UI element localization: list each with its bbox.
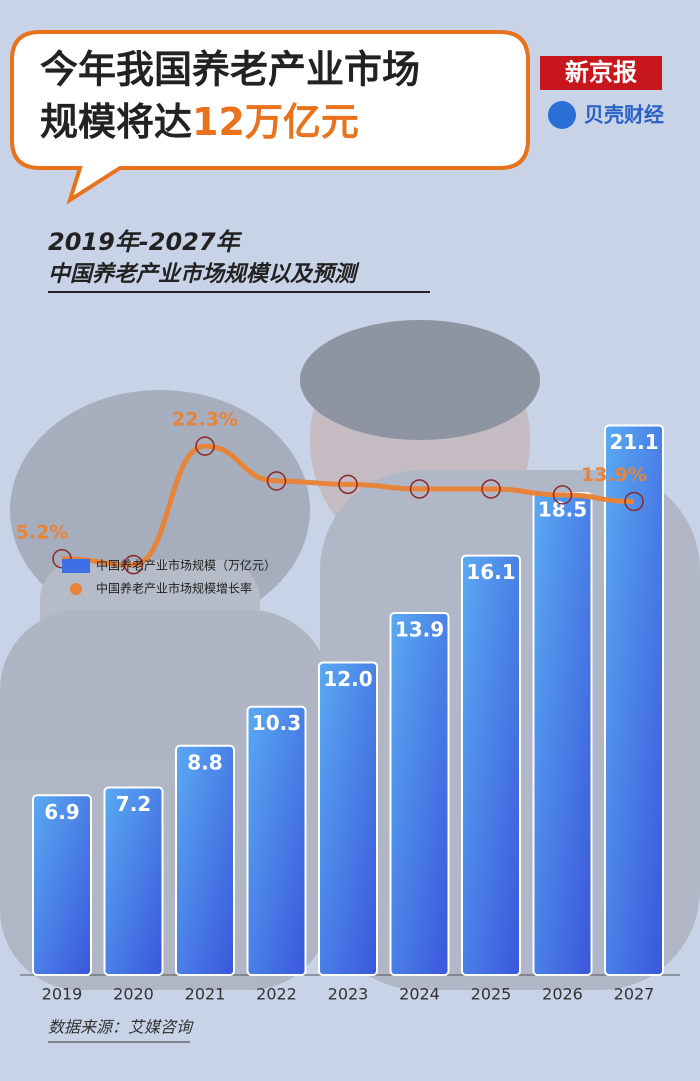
bar: [532, 492, 593, 976]
logo: 贝壳财经: [584, 103, 664, 127]
legend-label: 中国养老产业市场规模（万亿元）: [96, 558, 276, 573]
bar: [389, 611, 450, 977]
legend-swatch: [62, 559, 90, 573]
point: [123, 554, 144, 575]
data-label: 22.3%: [172, 409, 238, 431]
point: [266, 471, 287, 491]
data-label: 18.5: [538, 498, 587, 522]
bar: [103, 786, 164, 976]
line: [61, 443, 635, 568]
bar: [246, 705, 307, 976]
x-tick-label: 2023: [328, 985, 369, 1004]
title: 规模将达12万亿元: [40, 100, 359, 144]
source: 数据来源：艾媒咨询: [48, 1018, 194, 1037]
bar: [461, 554, 521, 976]
title-highlight: 12万亿元: [192, 100, 359, 144]
x-tick-label: 2021: [185, 985, 226, 1004]
data-label: 6.9: [44, 800, 79, 824]
data-label: 10.3: [252, 711, 301, 735]
data-label: 5.2%: [16, 521, 69, 543]
x-tick-label: 2025: [471, 985, 512, 1004]
data-label: 8.8: [187, 750, 222, 774]
data-label: 13.9: [395, 617, 444, 641]
point: [195, 436, 215, 456]
bar: [175, 744, 235, 976]
data-label: 12.0: [323, 667, 372, 691]
point: [552, 485, 573, 505]
data-label: 21.1: [609, 430, 658, 454]
title-bubble: [10, 30, 530, 205]
x-tick-label: 2020: [113, 985, 154, 1004]
title: 今年我国养老产业市场: [40, 48, 420, 92]
x-tick-label: 2019: [42, 985, 83, 1004]
legend-swatch: [70, 583, 82, 595]
point: [338, 474, 358, 495]
x-tick-label: 2022: [256, 985, 297, 1004]
x-tick-label: 2024: [399, 985, 440, 1004]
bar: [318, 661, 378, 976]
point: [409, 479, 430, 499]
x-tick-label: 2026: [542, 985, 583, 1004]
point: [481, 479, 501, 499]
subtitle: 2019年-2027年: [48, 228, 243, 256]
point: [624, 491, 644, 512]
data-label: 16.1: [466, 560, 515, 584]
logo-icon: [548, 101, 576, 129]
legend-label: 中国养老产业市场规模增长率: [96, 581, 252, 596]
bar: [32, 794, 92, 977]
data-label: 7.2: [116, 792, 151, 816]
subtitle: 中国养老产业市场规模以及预测: [48, 261, 360, 287]
data-label: 13.9%: [581, 464, 647, 486]
logo-box: [540, 56, 662, 90]
x-tick-label: 2027: [614, 985, 655, 1004]
bar: [604, 424, 664, 976]
logo: 新京报: [565, 58, 637, 87]
title-part: 规模将达: [40, 100, 192, 144]
